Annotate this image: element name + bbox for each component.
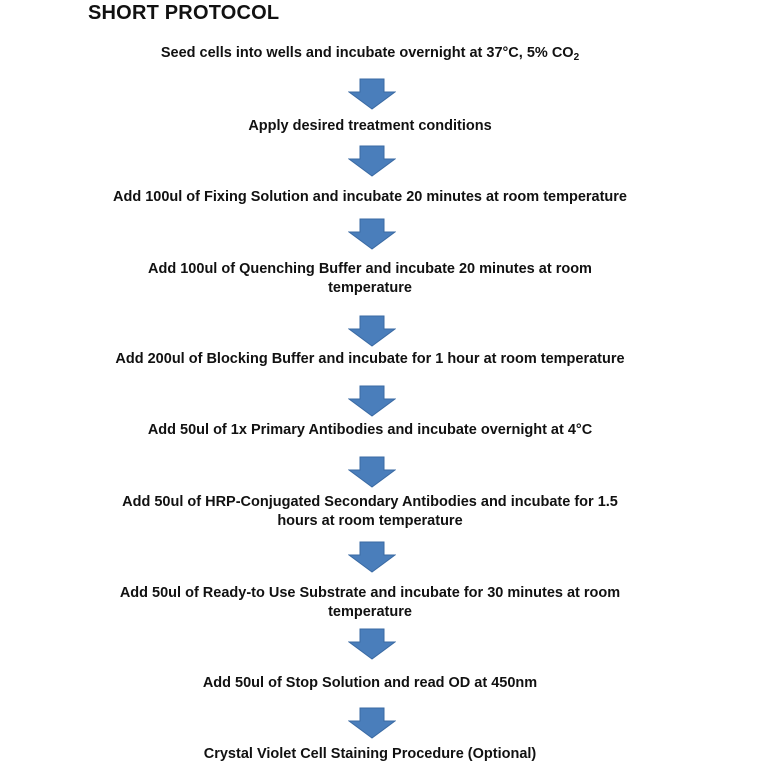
down-arrow-icon	[347, 385, 397, 417]
down-arrow-icon	[347, 78, 397, 110]
down-arrow-icon	[347, 218, 397, 250]
step-2: Apply desired treatment conditions	[248, 118, 492, 134]
step-10: Crystal Violet Cell Staining Procedure (…	[203, 746, 537, 762]
down-arrow-icon	[347, 707, 397, 739]
down-arrow-icon	[347, 628, 397, 660]
step-5: Add 200ul of Blocking Buffer and incubat…	[115, 351, 625, 367]
step-text: Seed cells into wells and incubate overn…	[160, 45, 574, 61]
down-arrow-icon	[347, 315, 397, 347]
step-6: Add 50ul of 1x Primary Antibodies and in…	[147, 422, 593, 438]
down-arrow-icon	[347, 145, 397, 177]
step-1: Seed cells into wells and incubate overn…	[60, 44, 680, 67]
down-arrow-icon	[347, 456, 397, 488]
step-7: Add 50ul of HRP-Conjugated Secondary Ant…	[122, 494, 618, 529]
step-9: Add 50ul of Stop Solution and read OD at…	[202, 675, 538, 691]
step-4: Add 100ul of Quenching Buffer and incuba…	[148, 261, 592, 296]
down-arrow-icon	[347, 541, 397, 573]
page-title: SHORT PROTOCOL	[88, 2, 280, 24]
step-3: Add 100ul of Fixing Solution and incubat…	[112, 189, 627, 205]
step-8: Add 50ul of Ready-to Use Substrate and i…	[119, 585, 621, 620]
subscript: 2	[573, 52, 580, 63]
